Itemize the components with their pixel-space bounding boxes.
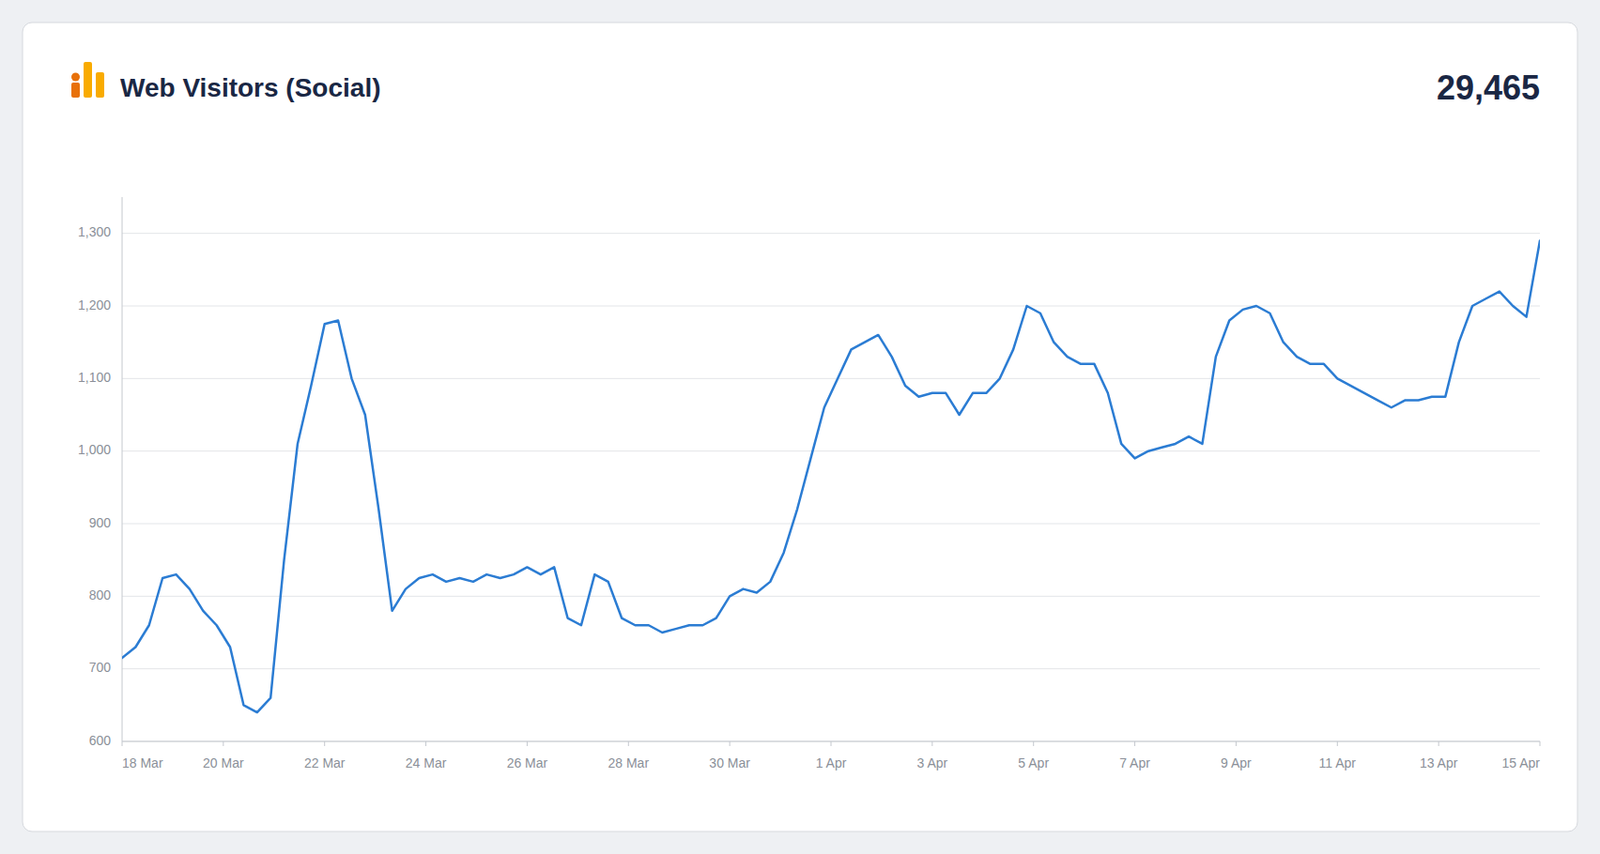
x-tick-label: 30 Mar [708,755,751,771]
x-tick [1032,741,1034,747]
x-tick-label: 26 Mar [507,755,549,771]
x-tick-label: 7 Apr [1119,755,1151,771]
grid-line [122,523,1540,525]
x-tick [931,741,933,747]
icon-bar [95,72,105,98]
plot-area [122,240,1540,713]
x-tick-label: 1 Apr [815,755,847,771]
x-tick [122,741,124,747]
card [22,22,1578,832]
x-tick [425,741,427,747]
chart: Web Visitors (Social) 29,465 600 700 800 900 1… [0,0,1600,854]
icon-bar [83,61,93,98]
x-tick [1539,741,1541,747]
x-tick [729,741,731,747]
y-tick-label: 600 [89,733,112,749]
x-tick [830,741,832,747]
y-tick-label: 1,200 [77,297,111,313]
y-tick-label: 700 [89,660,112,676]
grid-line [122,232,1540,234]
title: Web Visitors (Social) [120,73,381,103]
grid-line [122,450,1540,452]
x-tick-label: 18 Mar [122,755,164,771]
x-tick-label: 20 Mar [202,755,245,771]
grid-line [122,306,1540,308]
x-tick-label: 22 Mar [304,755,346,771]
y-tick-label: 1,000 [77,442,111,458]
x-tick [1438,741,1440,747]
x-tick [222,741,224,747]
y-tick-label: 1,100 [77,369,111,385]
x-tick [1235,741,1237,747]
y-axis-line [122,197,124,742]
x-tick-labels: 18 Mar 20 Mar 22 Mar 24 Mar 26 Mar 28 Mar 30 M… [122,741,1540,771]
x-tick-label: 3 Apr [917,755,949,771]
x-tick-label: 15 Apr [1502,755,1541,771]
y-tick-labels: 600 700 800 900 1,000 1,100 1,200 1,300 [77,224,111,748]
line [122,240,1540,713]
x-tick-label: 5 Apr [1017,755,1049,771]
x-tick-label: 24 Mar [405,755,447,771]
grid-line [122,596,1540,598]
icon-bar [71,82,80,98]
y-tick-label: 800 [89,587,112,603]
y-tick-label: 1,300 [77,224,111,240]
icon [71,61,105,98]
x-tick-label: 11 Apr [1319,755,1357,771]
x-tick-label: 9 Apr [1220,755,1252,771]
x-tick-label: 13 Apr [1419,755,1459,771]
y-tick-label: 900 [89,515,112,531]
x-tick [1337,741,1339,747]
x-tick [628,741,630,747]
grid-line [122,378,1540,380]
y-grid [122,233,1540,742]
x-tick [323,741,325,747]
x-tick-label: 28 Mar [607,755,649,771]
total-value: 29,465 [1436,68,1540,108]
grid-line [122,668,1540,670]
x-tick [526,741,528,747]
x-tick [1134,741,1136,747]
icon-dot [71,73,80,82]
